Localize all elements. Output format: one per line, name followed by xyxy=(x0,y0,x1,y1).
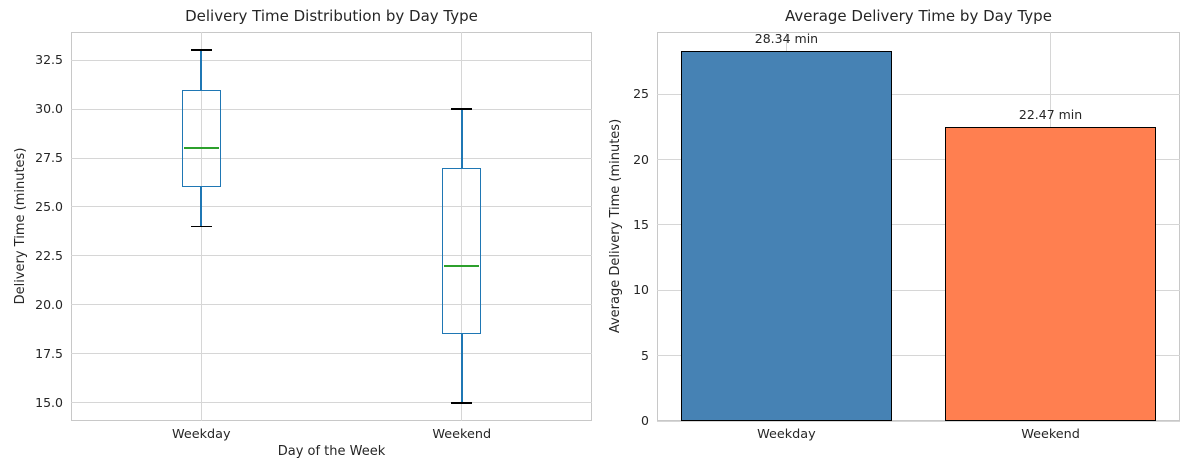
box xyxy=(442,167,482,335)
gridline-h xyxy=(71,402,592,404)
y-tick-label: 17.5 xyxy=(35,345,63,361)
bar xyxy=(945,127,1157,421)
y-tick-label: 5 xyxy=(641,347,649,363)
gridline-h xyxy=(657,93,1180,95)
y-tick-label: 25 xyxy=(633,86,649,102)
plot-area xyxy=(71,32,592,421)
boxplot-x-axis-label: Day of the Week xyxy=(277,444,386,459)
barchart-title: Average Delivery Time by Day Type xyxy=(785,7,1052,25)
gridline-h xyxy=(657,420,1180,422)
gridline-h xyxy=(71,108,592,110)
x-tick-label: Weekend xyxy=(432,427,492,442)
median-line xyxy=(183,147,219,150)
whisker-cap-upper xyxy=(190,49,212,52)
bar-value-label: 22.47 min xyxy=(1018,107,1083,123)
gridline-h xyxy=(71,353,592,355)
gridline-h xyxy=(71,157,592,159)
y-tick-label: 25.0 xyxy=(35,198,63,214)
boxplot-y-axis-label: Delivery Time (minutes) xyxy=(13,147,28,305)
whisker-upper xyxy=(200,50,203,90)
y-tick-label: 20.0 xyxy=(35,296,63,312)
gridline-h xyxy=(71,59,592,61)
whisker-cap-lower xyxy=(190,225,212,228)
y-tick-label: 27.5 xyxy=(35,150,63,165)
bar-value-label: 28.34 min xyxy=(754,30,819,46)
whisker-cap-lower xyxy=(451,401,473,404)
y-tick-label: 32.5 xyxy=(35,52,63,68)
whisker-cap-upper xyxy=(451,108,473,110)
y-tick-label: 20 xyxy=(633,151,649,167)
x-tick-label: Weekday xyxy=(757,427,816,442)
bar xyxy=(680,50,892,421)
gridline-h xyxy=(657,289,1180,291)
whisker-upper xyxy=(460,109,463,168)
gridline-h xyxy=(657,355,1180,357)
box xyxy=(181,89,221,188)
gridline-h xyxy=(71,255,592,257)
boxplot-title: Delivery Time Distribution by Day Type xyxy=(185,7,478,25)
whisker-lower xyxy=(200,187,203,227)
gridline-h xyxy=(71,304,592,306)
x-tick-label: Weekend xyxy=(1021,427,1080,442)
y-tick-label: 0 xyxy=(641,413,649,428)
y-tick-label: 30.0 xyxy=(35,101,63,117)
x-tick-label: Weekday xyxy=(171,427,231,442)
whisker-lower xyxy=(460,334,463,403)
y-tick-label: 22.5 xyxy=(35,247,63,263)
y-tick-label: 15 xyxy=(633,216,649,232)
y-tick-label: 15.0 xyxy=(35,394,63,410)
gridline-v xyxy=(461,32,463,421)
median-line xyxy=(444,264,480,267)
gridline-h xyxy=(657,224,1180,226)
y-tick-label: 10 xyxy=(633,282,649,298)
gridline-h xyxy=(657,159,1180,161)
gridline-h xyxy=(71,206,592,208)
